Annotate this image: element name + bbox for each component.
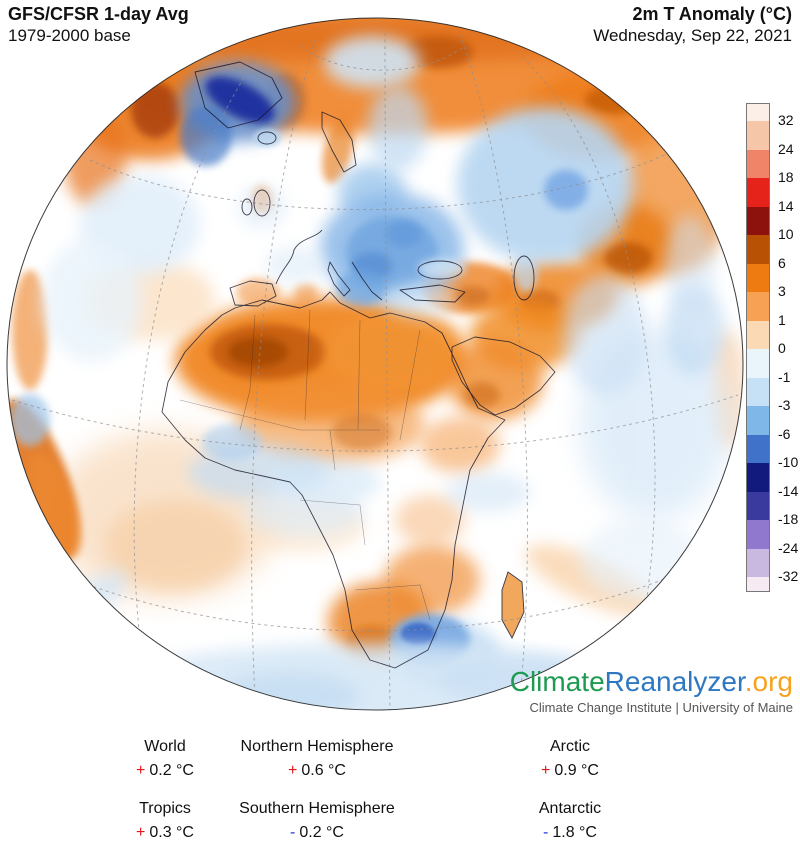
colorbar-tick-label: 1: [778, 311, 786, 328]
colorbar-tick-label: -10: [778, 454, 799, 470]
model-title: GFS/CFSR 1-day Avg: [8, 4, 189, 24]
stat-value: -0.2 °C: [290, 824, 344, 841]
stat-label: Arctic: [550, 738, 590, 755]
colorbar-tick-label: 32: [778, 112, 794, 128]
stat-label: Tropics: [139, 800, 191, 817]
colorbar-tick-label: 10: [778, 226, 794, 242]
logo-org: .org: [744, 666, 793, 697]
baseline-subtitle: 1979-2000 base: [8, 26, 131, 45]
stat-label: Antarctic: [538, 800, 602, 817]
colorbar: [746, 103, 770, 592]
colorbar-segment: [747, 104, 769, 121]
colorbar-segment: [747, 520, 769, 549]
stat-label: World: [144, 738, 186, 755]
globe-rim: [6, 17, 744, 711]
stat-arctic: Arctic +0.9 °C: [470, 737, 670, 780]
colorbar-tick-label: -1: [778, 368, 791, 385]
colorbar-segment: [747, 292, 769, 321]
logo-tagline: Climate Change Institute | University of…: [529, 700, 794, 715]
colorbar-segment: [747, 434, 769, 463]
colorbar-segment: [747, 491, 769, 520]
colorbar-tick-label: -14: [778, 482, 799, 499]
colorbar-segment: [747, 178, 769, 207]
colorbar-tick-label: 6: [778, 254, 786, 271]
logo-wordmark[interactable]: ClimateReanalyzer.org: [510, 666, 793, 698]
colorbar-tick-labels: 32 24 18 14 10 6 3 1 0 -1 -3 -6 -10 -14 -18 -24 -32: [778, 103, 800, 593]
madagascar-island: [501, 571, 525, 639]
site-logo[interactable]: ClimateReanalyzer.org Climate Change Ins…: [510, 666, 793, 715]
stat-value: +0.2 °C: [136, 762, 194, 779]
stat-antarctic: Antarctic -1.8 °C: [470, 799, 670, 842]
stat-tropics: Tropics +0.3 °C: [65, 799, 265, 842]
logo-reanalyzer: Reanalyzer: [604, 666, 745, 697]
colorbar-segment: [747, 548, 769, 577]
stat-value: +0.9 °C: [541, 762, 599, 779]
cold-anomaly-blobs: [10, 36, 730, 710]
coastlines: [161, 61, 556, 669]
globe-surface: [7, 18, 743, 710]
colorbar-tick-label: 14: [778, 197, 794, 214]
stat-southern-hemisphere: Southern Hemisphere -0.2 °C: [192, 799, 442, 842]
colorbar-tick-label: -18: [778, 511, 799, 527]
stat-world: World +0.2 °C: [65, 737, 265, 780]
colorbar-tick-label: -6: [778, 425, 791, 442]
stat-value: -1.8 °C: [543, 824, 597, 841]
colorbar-tick-label: 3: [778, 283, 786, 299]
colorbar-segment: [747, 235, 769, 264]
colorbar-segment: [747, 121, 769, 150]
variable-title: 2m T Anomaly (°C): [632, 4, 792, 24]
country-borders: [179, 309, 431, 621]
colorbar-segment: [747, 463, 769, 492]
stat-value: +0.6 °C: [288, 762, 346, 779]
colorbar-tick-label: 18: [778, 169, 794, 185]
colorbar-segment: [747, 377, 769, 406]
colorbar-segment: [747, 206, 769, 235]
header-left: GFS/CFSR 1-day Avg 1979-2000 base: [8, 4, 189, 46]
stat-label: Southern Hemisphere: [239, 800, 395, 817]
colorbar-segment: [747, 263, 769, 292]
colorbar-segment: [747, 577, 769, 591]
logo-climate: Climate: [509, 666, 605, 697]
date-subtitle: Wednesday, Sep 22, 2021: [593, 26, 792, 45]
header-right: 2m T Anomaly (°C) Wednesday, Sep 22, 202…: [593, 4, 792, 46]
colorbar-tick-label: -24: [778, 539, 799, 556]
stat-value: +0.3 °C: [136, 824, 194, 841]
colorbar-tick-label: -32: [778, 568, 799, 584]
colorbar-segment: [747, 320, 769, 349]
stat-northern-hemisphere: Northern Hemisphere +0.6 °C: [192, 737, 442, 780]
colorbar-segment: [747, 149, 769, 178]
colorbar-tick-label: 24: [778, 140, 794, 157]
stat-label: Northern Hemisphere: [240, 738, 394, 755]
colorbar-tick-label: 0: [778, 340, 786, 356]
colorbar-segment: [747, 349, 769, 378]
colorbar-tick-label: -3: [778, 397, 791, 413]
colorbar-segment: [747, 406, 769, 435]
